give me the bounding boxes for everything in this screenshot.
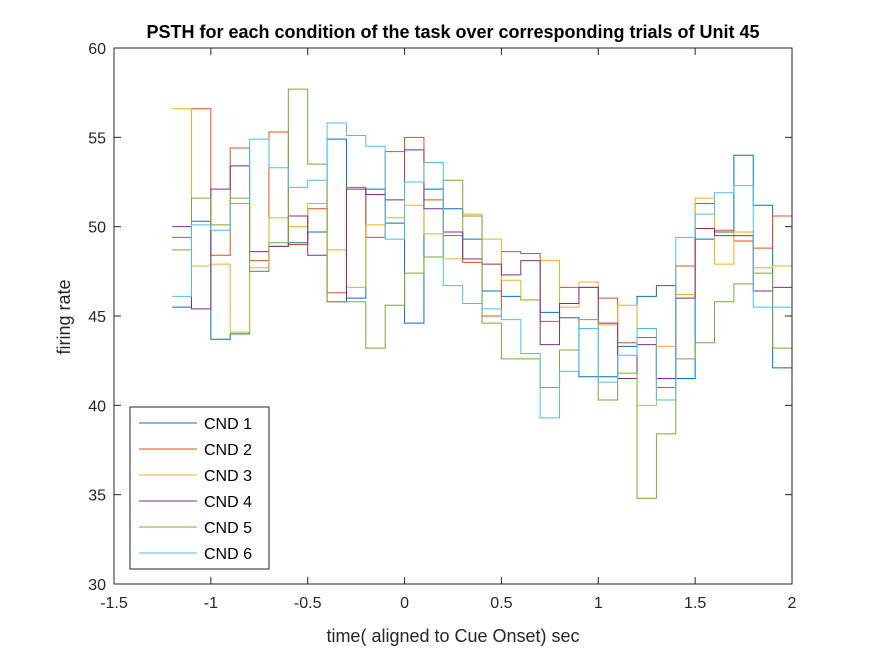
legend-label-cnd-2: CND 2 <box>204 442 252 459</box>
x-tick-label: 1 <box>594 595 603 612</box>
ticks: -1.5 -1 -0.5 0 0.5 1 1.5 2 30 35 40 45 50 55 60 <box>88 41 796 612</box>
legend-box <box>129 406 270 570</box>
x-tick-label: -1 <box>204 595 218 612</box>
legend-label-cnd-3: CND 3 <box>204 468 252 485</box>
x-tick-label: -0.5 <box>294 595 322 612</box>
y-tick-label: 50 <box>88 220 106 237</box>
y-tick-label: 60 <box>88 41 106 58</box>
x-tick-label: 1.5 <box>684 595 706 612</box>
series-layer <box>172 88 793 499</box>
legend: CND 1 CND 2 CND 3 CND 4 CND 5 CND 6 <box>129 406 270 570</box>
y-tick-label: 55 <box>88 130 106 147</box>
chart-title: PSTH for each condition of the task over… <box>146 22 759 42</box>
series-line-cnd-5 <box>172 88 792 499</box>
x-tick-label: 0 <box>400 595 409 612</box>
x-tick-label: -1.5 <box>100 595 128 612</box>
legend-label-cnd-4: CND 4 <box>204 494 252 511</box>
legend-label-cnd-1: CND 1 <box>204 416 252 433</box>
x-axis-label: time( aligned to Cue Onset) sec <box>326 626 579 646</box>
x-tick-label: 2 <box>788 595 797 612</box>
legend-label-cnd-6: CND 6 <box>204 546 252 563</box>
y-axis-label: firing rate <box>54 279 74 354</box>
y-tick-label: 45 <box>88 309 106 326</box>
y-tick-label: 30 <box>88 577 106 594</box>
y-tick-label: 40 <box>88 398 106 415</box>
x-tick-label: 0.5 <box>490 595 512 612</box>
y-tick-label: 35 <box>88 488 106 505</box>
series-line-cnd-6 <box>172 122 792 419</box>
legend-label-cnd-5: CND 5 <box>204 520 252 537</box>
